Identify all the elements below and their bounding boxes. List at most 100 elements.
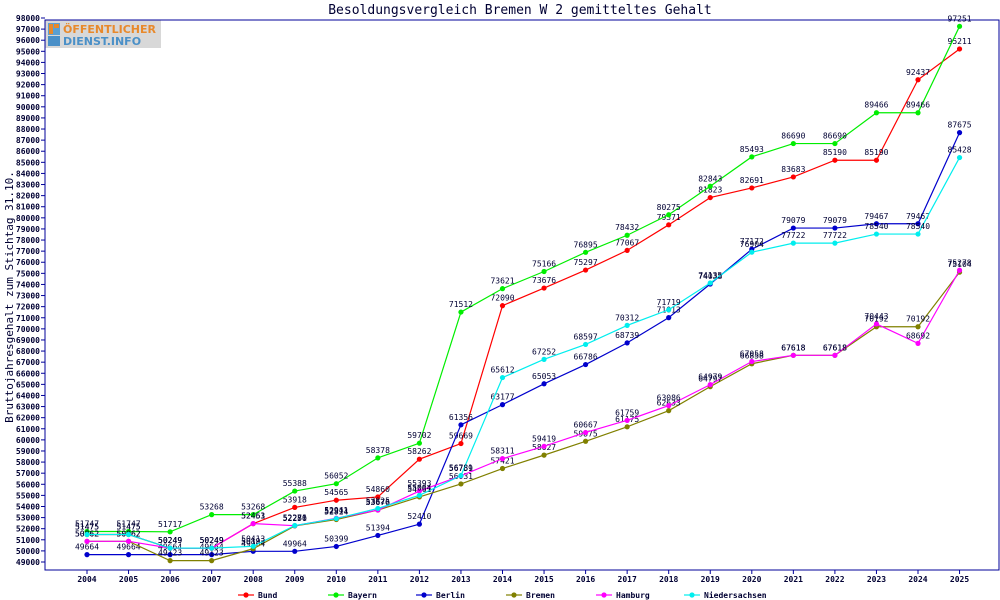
y-tick-label: 95000 xyxy=(16,47,40,56)
y-tick-label: 54000 xyxy=(16,502,40,511)
y-tick-label: 53000 xyxy=(16,514,40,523)
data-label: 50399 xyxy=(324,534,348,543)
data-label: 51747 xyxy=(117,520,141,529)
data-point xyxy=(333,515,339,522)
data-label: 89466 xyxy=(906,101,930,110)
data-point xyxy=(790,225,796,231)
data-label: 86690 xyxy=(781,132,805,141)
data-point xyxy=(707,280,713,286)
data-label: 51475 xyxy=(117,523,141,532)
y-tick-label: 79000 xyxy=(16,225,40,234)
y-tick-label: 75000 xyxy=(16,269,40,278)
data-point xyxy=(292,522,298,529)
data-label: 52824 xyxy=(324,508,348,517)
data-label: 77722 xyxy=(823,231,847,240)
data-label: 82691 xyxy=(740,176,764,185)
y-tick-label: 68000 xyxy=(16,347,40,356)
data-label: 71719 xyxy=(657,298,681,307)
x-tick-label: 2016 xyxy=(576,575,595,584)
data-point xyxy=(84,531,90,538)
data-label: 79467 xyxy=(864,212,888,221)
data-label: 54860 xyxy=(366,485,390,494)
data-point xyxy=(84,552,90,558)
data-label: 64979 xyxy=(698,373,722,382)
data-point xyxy=(416,440,422,446)
x-tick-label: 2010 xyxy=(327,575,346,584)
data-point xyxy=(707,183,713,189)
y-tick-label: 64000 xyxy=(16,391,40,400)
data-label: 63177 xyxy=(490,393,514,402)
data-label: 65612 xyxy=(490,366,514,375)
data-point xyxy=(583,249,589,255)
data-label: 53268 xyxy=(200,503,224,512)
data-point xyxy=(956,267,963,273)
data-point xyxy=(583,267,589,273)
x-tick-label: 2011 xyxy=(368,575,387,584)
data-point xyxy=(125,538,132,544)
logo-line-1: ÖFFENTLICHER xyxy=(63,22,156,36)
data-label: 75104 xyxy=(948,260,972,269)
data-label: 50249 xyxy=(200,536,224,545)
data-point xyxy=(832,157,838,163)
y-tick-label: 67000 xyxy=(16,358,40,367)
data-point xyxy=(333,497,339,503)
y-tick-label: 88000 xyxy=(16,125,40,134)
data-label: 51394 xyxy=(366,523,390,532)
data-label: 75166 xyxy=(532,260,556,269)
y-axis-ticks: 49000 50000 51000 52000 53000 54000 55000 56000… xyxy=(16,14,45,567)
data-point xyxy=(624,247,630,253)
y-tick-label: 61000 xyxy=(16,425,40,434)
data-point xyxy=(956,46,963,52)
y-tick-label: 98000 xyxy=(16,14,40,23)
data-label: 74038 xyxy=(698,272,722,281)
data-point xyxy=(458,473,464,479)
data-label: 50193 xyxy=(241,537,265,546)
x-tick-label: 2018 xyxy=(659,575,678,584)
data-point xyxy=(666,307,672,313)
x-tick-label: 2015 xyxy=(534,575,553,584)
y-tick-label: 76000 xyxy=(16,258,40,267)
legend-label: Hamburg xyxy=(616,591,650,600)
data-point xyxy=(915,231,921,237)
y-tick-label: 71000 xyxy=(16,314,40,323)
data-point xyxy=(666,408,672,414)
data-point xyxy=(292,548,298,554)
data-label: 53918 xyxy=(283,495,307,504)
data-label: 67058 xyxy=(740,350,764,359)
data-label: 79079 xyxy=(781,216,805,225)
chart-title: Besoldungsvergleich Bremen W 2 gemittelt… xyxy=(328,3,712,18)
data-point xyxy=(292,504,298,511)
data-point xyxy=(624,417,630,423)
x-tick-label: 2020 xyxy=(742,575,761,584)
data-point xyxy=(458,440,464,447)
y-tick-label: 59000 xyxy=(16,447,40,456)
data-point xyxy=(499,402,506,408)
data-label: 52463 xyxy=(241,512,265,521)
data-point xyxy=(873,321,880,327)
data-point xyxy=(499,303,506,309)
data-label: 76904 xyxy=(740,240,764,249)
x-tick-label: 2008 xyxy=(244,575,263,584)
data-label: 50249 xyxy=(158,536,182,545)
legend-swatch-marker xyxy=(243,592,249,598)
data-label: 76895 xyxy=(574,240,598,249)
data-label: 53676 xyxy=(366,498,390,507)
data-label: 59419 xyxy=(532,434,556,443)
data-point xyxy=(873,221,880,227)
y-tick-label: 90000 xyxy=(16,103,40,112)
data-point xyxy=(915,77,921,83)
data-point xyxy=(250,520,256,527)
legend-label: Bayern xyxy=(348,591,377,600)
series-line xyxy=(87,26,961,533)
y-tick-label: 83000 xyxy=(16,181,40,190)
data-point xyxy=(416,521,422,527)
x-tick-label: 2014 xyxy=(493,575,512,584)
data-point xyxy=(666,222,672,228)
legend-swatch-marker xyxy=(421,592,427,598)
legend-item-niedersachsen: Niedersachsen xyxy=(684,590,767,600)
data-point xyxy=(167,529,173,535)
x-tick-label: 2024 xyxy=(908,575,927,584)
data-label: 51475 xyxy=(117,523,141,532)
x-tick-label: 2007 xyxy=(202,575,221,584)
data-label: 78540 xyxy=(864,222,888,231)
